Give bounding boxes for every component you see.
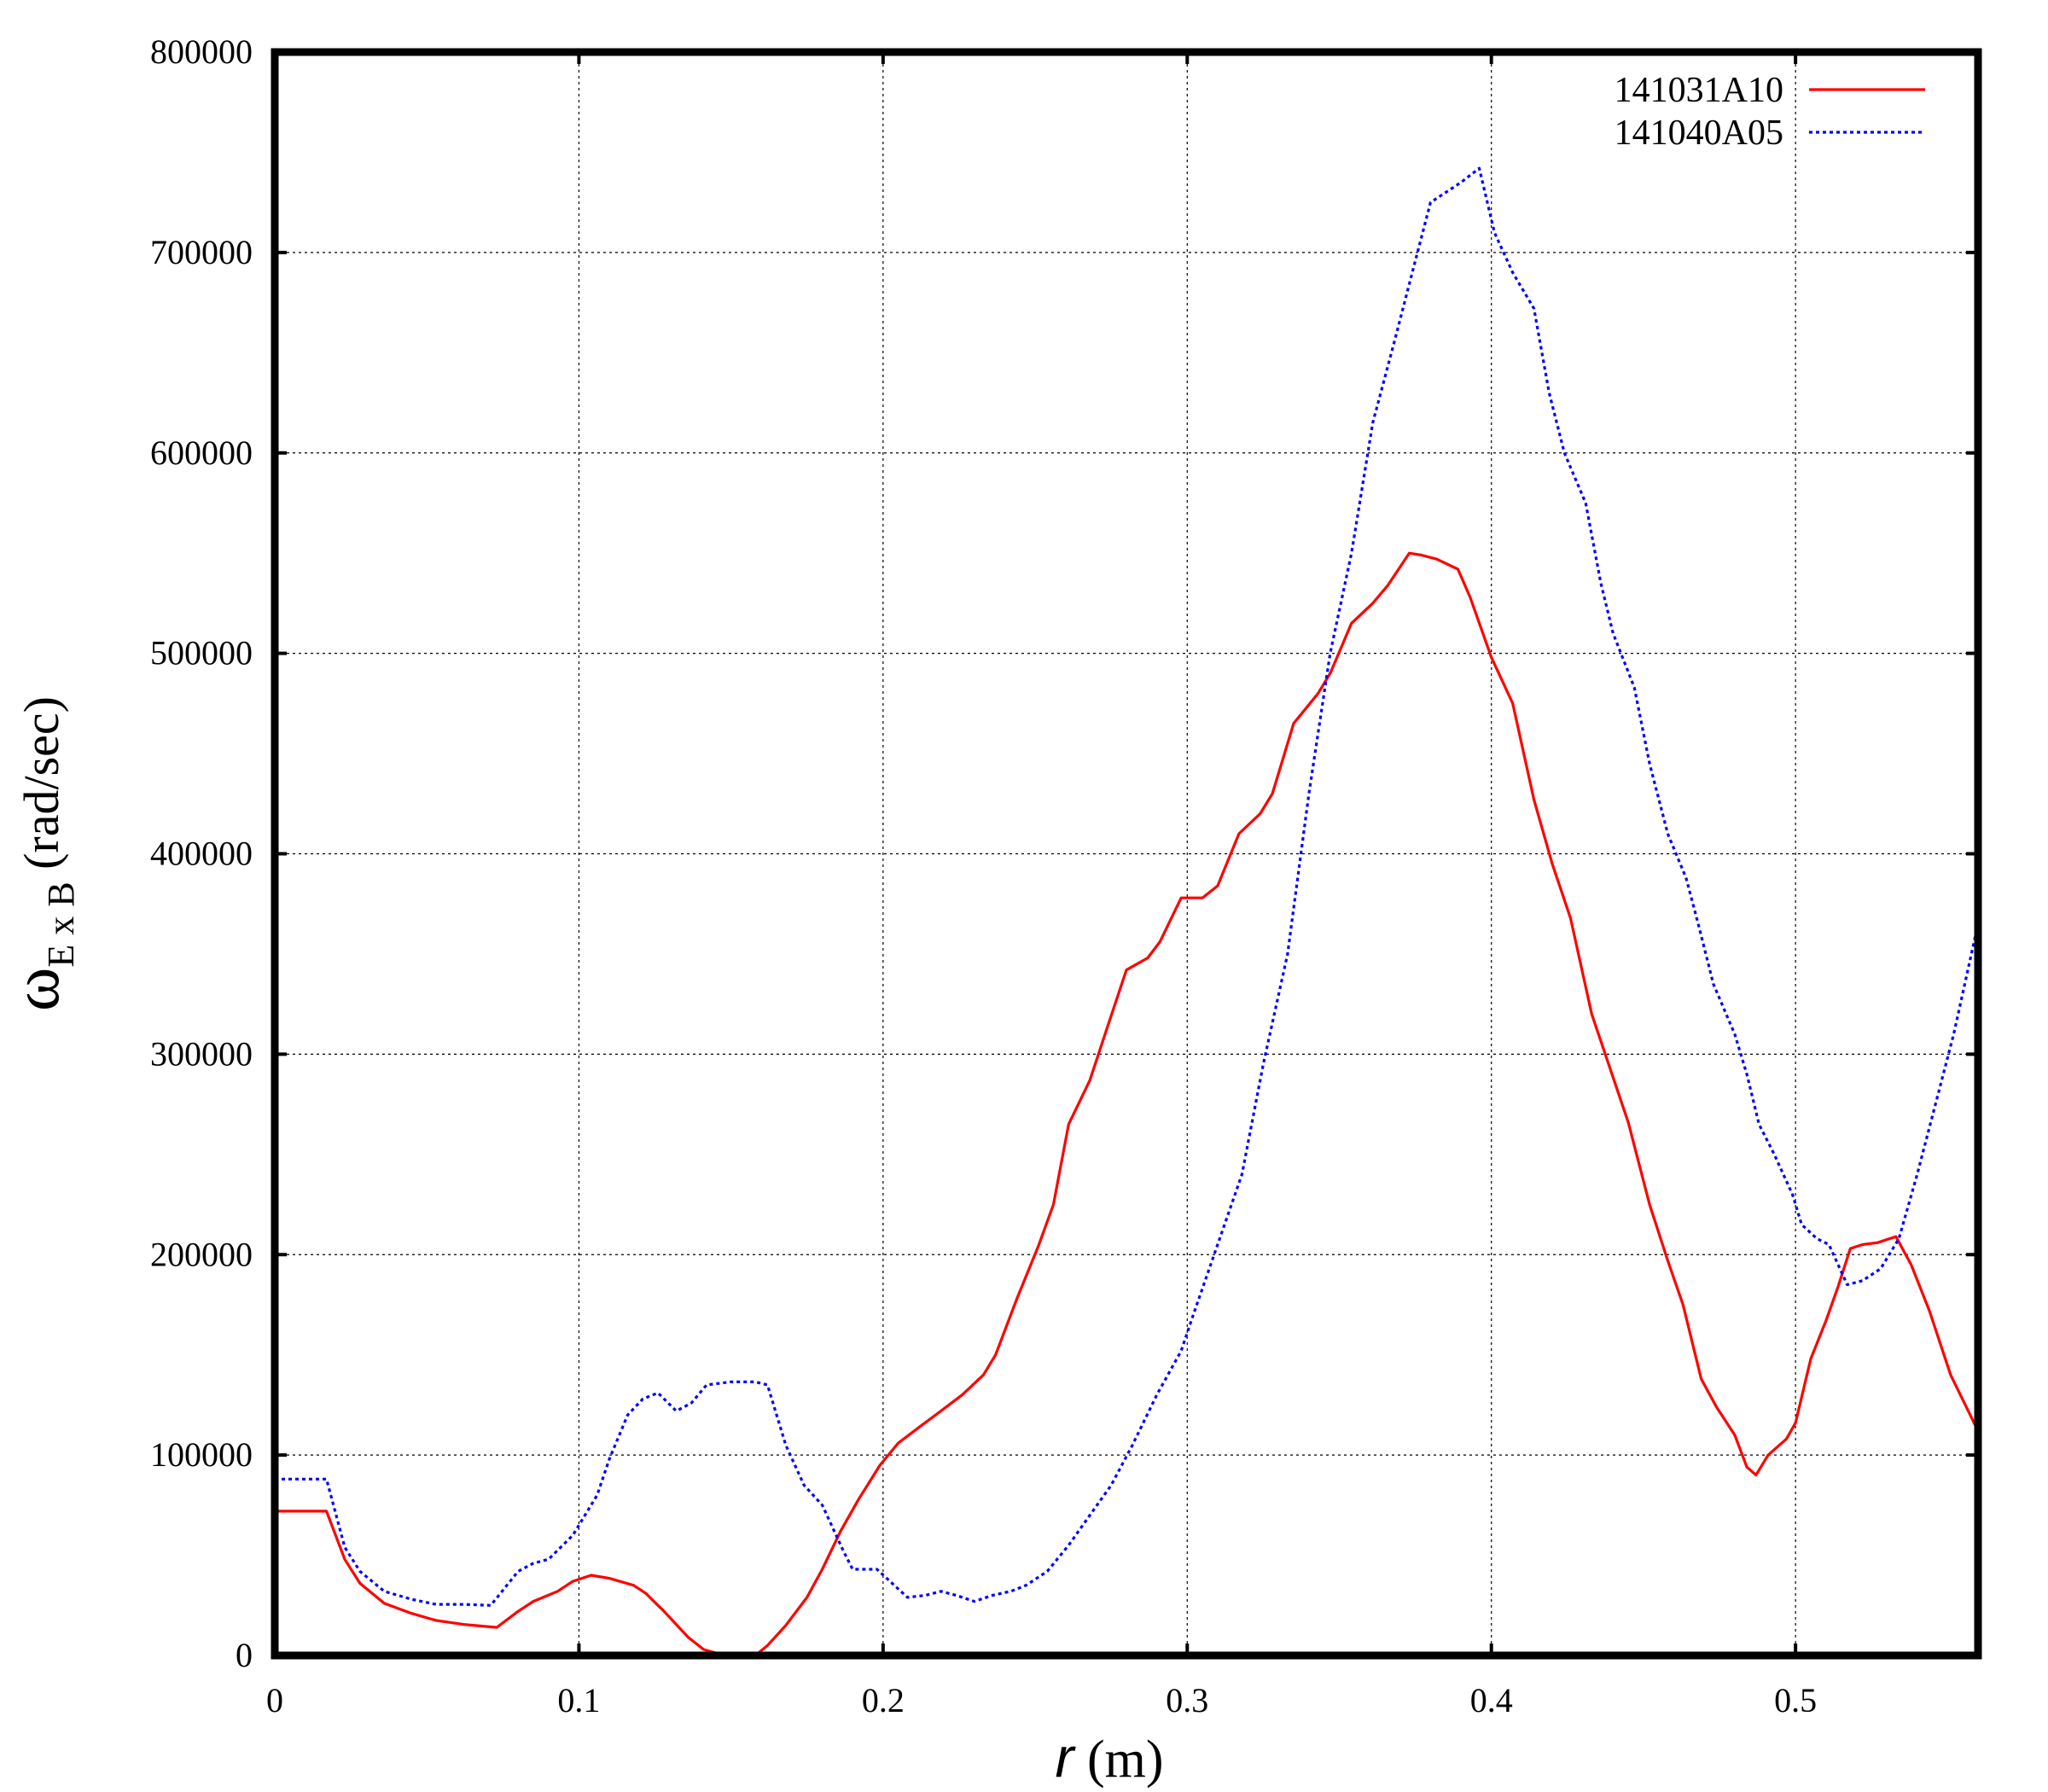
y-axis-symbol: ω [0,968,73,1011]
series-lines [275,166,1980,1657]
x-tick-label: 0.3 [1166,1681,1208,1719]
y-tick-label: 700000 [150,233,253,271]
x-tick-label: 0.1 [557,1681,600,1719]
y-tick-label: 800000 [150,32,253,71]
y-tick-label: 500000 [150,634,253,672]
x-tick-label: 0 [266,1681,283,1719]
x-tick-label: 0.4 [1470,1681,1513,1719]
x-axis-variable: r [1055,1725,1076,1789]
grid-lines [275,52,1978,1655]
y-axis-unit: (rad/sec) [14,696,69,881]
y-axis-label: ωE x B (rad/sec) [0,696,82,1011]
x-axis-unit: (m) [1073,1731,1163,1789]
series-line-141031A10 [275,551,1980,1657]
legend-label: 141031A10 [1615,71,1783,110]
y-tick-label: 100000 [150,1435,253,1474]
y-tick-label: 0 [236,1636,253,1674]
y-tick-label: 300000 [150,1034,253,1073]
x-tick-label: 0.5 [1774,1681,1817,1719]
legend-label: 141040A05 [1615,113,1783,153]
y-tick-label: 200000 [150,1235,253,1273]
axis-ticks: 0 0.1 0.2 0.3 0.4 0.5 0 100000 200000 300000 40000… [150,32,1978,1719]
y-tick-label: 400000 [150,835,253,873]
series-line-141040A05 [275,166,1980,1607]
x-tick-label: 0.2 [862,1681,905,1719]
y-tick-label: 600000 [150,433,253,472]
y-axis-subscript: E x B [40,881,82,967]
x-axis-label: r (m) [1055,1725,1163,1789]
